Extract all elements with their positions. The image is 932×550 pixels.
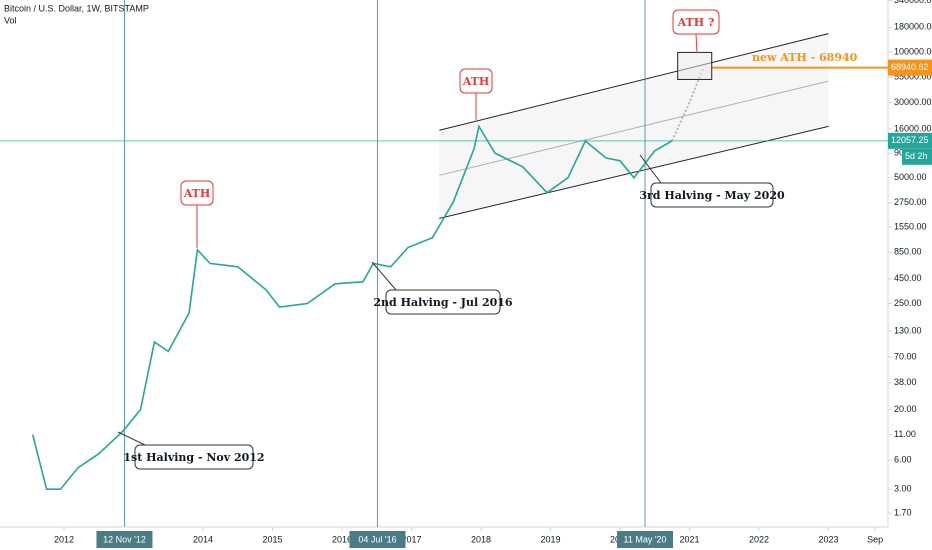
y-tick-label: 850.00 xyxy=(894,247,922,257)
channel-line xyxy=(439,125,829,219)
chart-subtitle: Vol xyxy=(4,15,17,25)
callout-box xyxy=(180,180,214,206)
date-flag-label: 04 Jul '16 xyxy=(358,534,396,544)
price-label-bg xyxy=(888,59,932,76)
date-flag xyxy=(617,531,674,548)
callout-pointer xyxy=(117,431,146,446)
callout-box xyxy=(134,444,254,470)
callout-pointer xyxy=(371,261,397,291)
y-tick-label: 20.00 xyxy=(894,404,917,414)
y-tick-label: 2750.00 xyxy=(894,197,927,207)
date-flag-label: 11 May '20 xyxy=(623,534,666,544)
x-tick-label: 2012 xyxy=(54,534,74,544)
countdown: 5d 2h xyxy=(905,151,928,161)
x-tick-label: 2021 xyxy=(679,534,699,544)
y-tick-label: 30000.00 xyxy=(894,97,932,107)
new-ath-label: new ATH - 68940 xyxy=(752,51,858,64)
price-label-bg xyxy=(888,132,932,149)
date-flag xyxy=(349,531,406,548)
price-label: 68940.62 xyxy=(891,62,929,72)
y-tick-label: 55000.00 xyxy=(894,71,932,81)
y-tick-label: 1.70 xyxy=(894,507,912,517)
callout-text: 2nd Halving - Jul 2016 xyxy=(373,296,513,309)
channel-line xyxy=(439,80,829,176)
y-tick-label: 5000.00 xyxy=(894,172,927,182)
y-tick-label: 250.00 xyxy=(894,298,922,308)
date-flag-label: 12 Nov '12 xyxy=(103,534,146,544)
callout-box xyxy=(385,289,501,315)
x-tick-label: 2014 xyxy=(193,534,213,544)
ath-box xyxy=(677,51,713,80)
callout-box xyxy=(672,9,720,35)
callout-text: ATH ? xyxy=(677,16,715,29)
callout-pointer xyxy=(695,33,698,54)
y-tick-label: 180000.00 xyxy=(894,22,932,32)
y-tick-label: 38.00 xyxy=(894,377,917,387)
x-tick-label: 2016 xyxy=(332,534,352,544)
callout-text: ATH xyxy=(462,75,490,88)
callout-pointer xyxy=(639,154,662,184)
y-tick-label: 340000.00 xyxy=(894,0,932,5)
channel-fill xyxy=(439,33,829,219)
callout-box xyxy=(650,182,774,208)
x-tick-label: 2019 xyxy=(540,534,560,544)
y-tick-label: 11.00 xyxy=(894,429,916,439)
x-tick-label: 2022 xyxy=(749,534,769,544)
y-tick-label: 130.00 xyxy=(894,325,922,335)
callout-text: 1st Halving - Nov 2012 xyxy=(123,451,264,464)
price-label: 12057.25 xyxy=(891,135,929,145)
callout-text: ATH xyxy=(183,187,211,200)
y-tick-label: 1550.00 xyxy=(894,221,927,231)
y-tick-label: 100000.00 xyxy=(894,46,932,56)
countdown-bg xyxy=(902,148,932,165)
x-tick-label: 2015 xyxy=(262,534,282,544)
channel-line xyxy=(439,33,829,131)
x-tick-label: 2018 xyxy=(471,534,491,544)
x-tick-label: Sep xyxy=(867,534,883,544)
y-tick-label: 70.00 xyxy=(894,351,917,361)
x-tick-label: 2017 xyxy=(401,534,421,544)
date-flag xyxy=(96,531,153,548)
chart-title: Bitcoin / U.S. Dollar, 1W, BITSTAMP xyxy=(4,3,149,13)
callout-text: 3rd Halving - May 2020 xyxy=(639,189,785,202)
y-tick-label: 3.00 xyxy=(894,484,912,494)
y-tick-label: 16000.00 xyxy=(894,123,932,133)
y-tick-label: 450.00 xyxy=(894,273,922,283)
callout-box xyxy=(459,68,493,94)
price-line-series xyxy=(31,124,673,490)
x-tick-label: 2023 xyxy=(818,534,838,544)
y-tick-label: 6.00 xyxy=(894,455,912,465)
